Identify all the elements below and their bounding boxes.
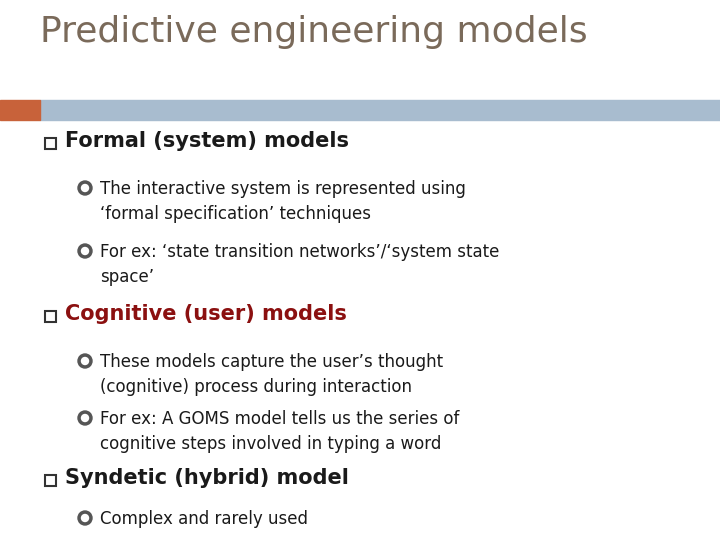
Bar	[45, 475, 55, 485]
Text: Syndetic (hybrid) model: Syndetic (hybrid) model	[65, 468, 349, 488]
Circle shape	[78, 511, 92, 525]
Circle shape	[78, 181, 92, 195]
Bar	[45, 475, 55, 485]
Text: Predictive engineering models: Predictive engineering models	[40, 15, 588, 49]
Circle shape	[81, 415, 89, 422]
Text: For ex: A GOMS model tells us the series of
cognitive steps involved in typing a: For ex: A GOMS model tells us the series…	[100, 410, 459, 453]
Bar	[45, 138, 55, 148]
Bar	[45, 138, 55, 148]
Text: Cognitive (user) models: Cognitive (user) models	[65, 304, 347, 324]
Bar	[45, 310, 55, 321]
Text: The interactive system is represented using
‘formal specification’ techniques: The interactive system is represented us…	[100, 180, 466, 223]
Bar	[0, 100, 40, 120]
Circle shape	[78, 244, 92, 258]
Bar	[40, 100, 720, 120]
Circle shape	[78, 411, 92, 425]
Circle shape	[81, 247, 89, 254]
Bar	[45, 310, 55, 321]
Text: For ex: ‘state transition networks’/‘system state
space’: For ex: ‘state transition networks’/‘sys…	[100, 243, 500, 286]
Circle shape	[81, 357, 89, 364]
Circle shape	[78, 354, 92, 368]
Text: Complex and rarely used: Complex and rarely used	[100, 510, 308, 528]
Circle shape	[81, 515, 89, 522]
Circle shape	[81, 185, 89, 192]
Text: These models capture the user’s thought
(cognitive) process during interaction: These models capture the user’s thought …	[100, 353, 443, 396]
Text: Formal (system) models: Formal (system) models	[65, 131, 349, 151]
